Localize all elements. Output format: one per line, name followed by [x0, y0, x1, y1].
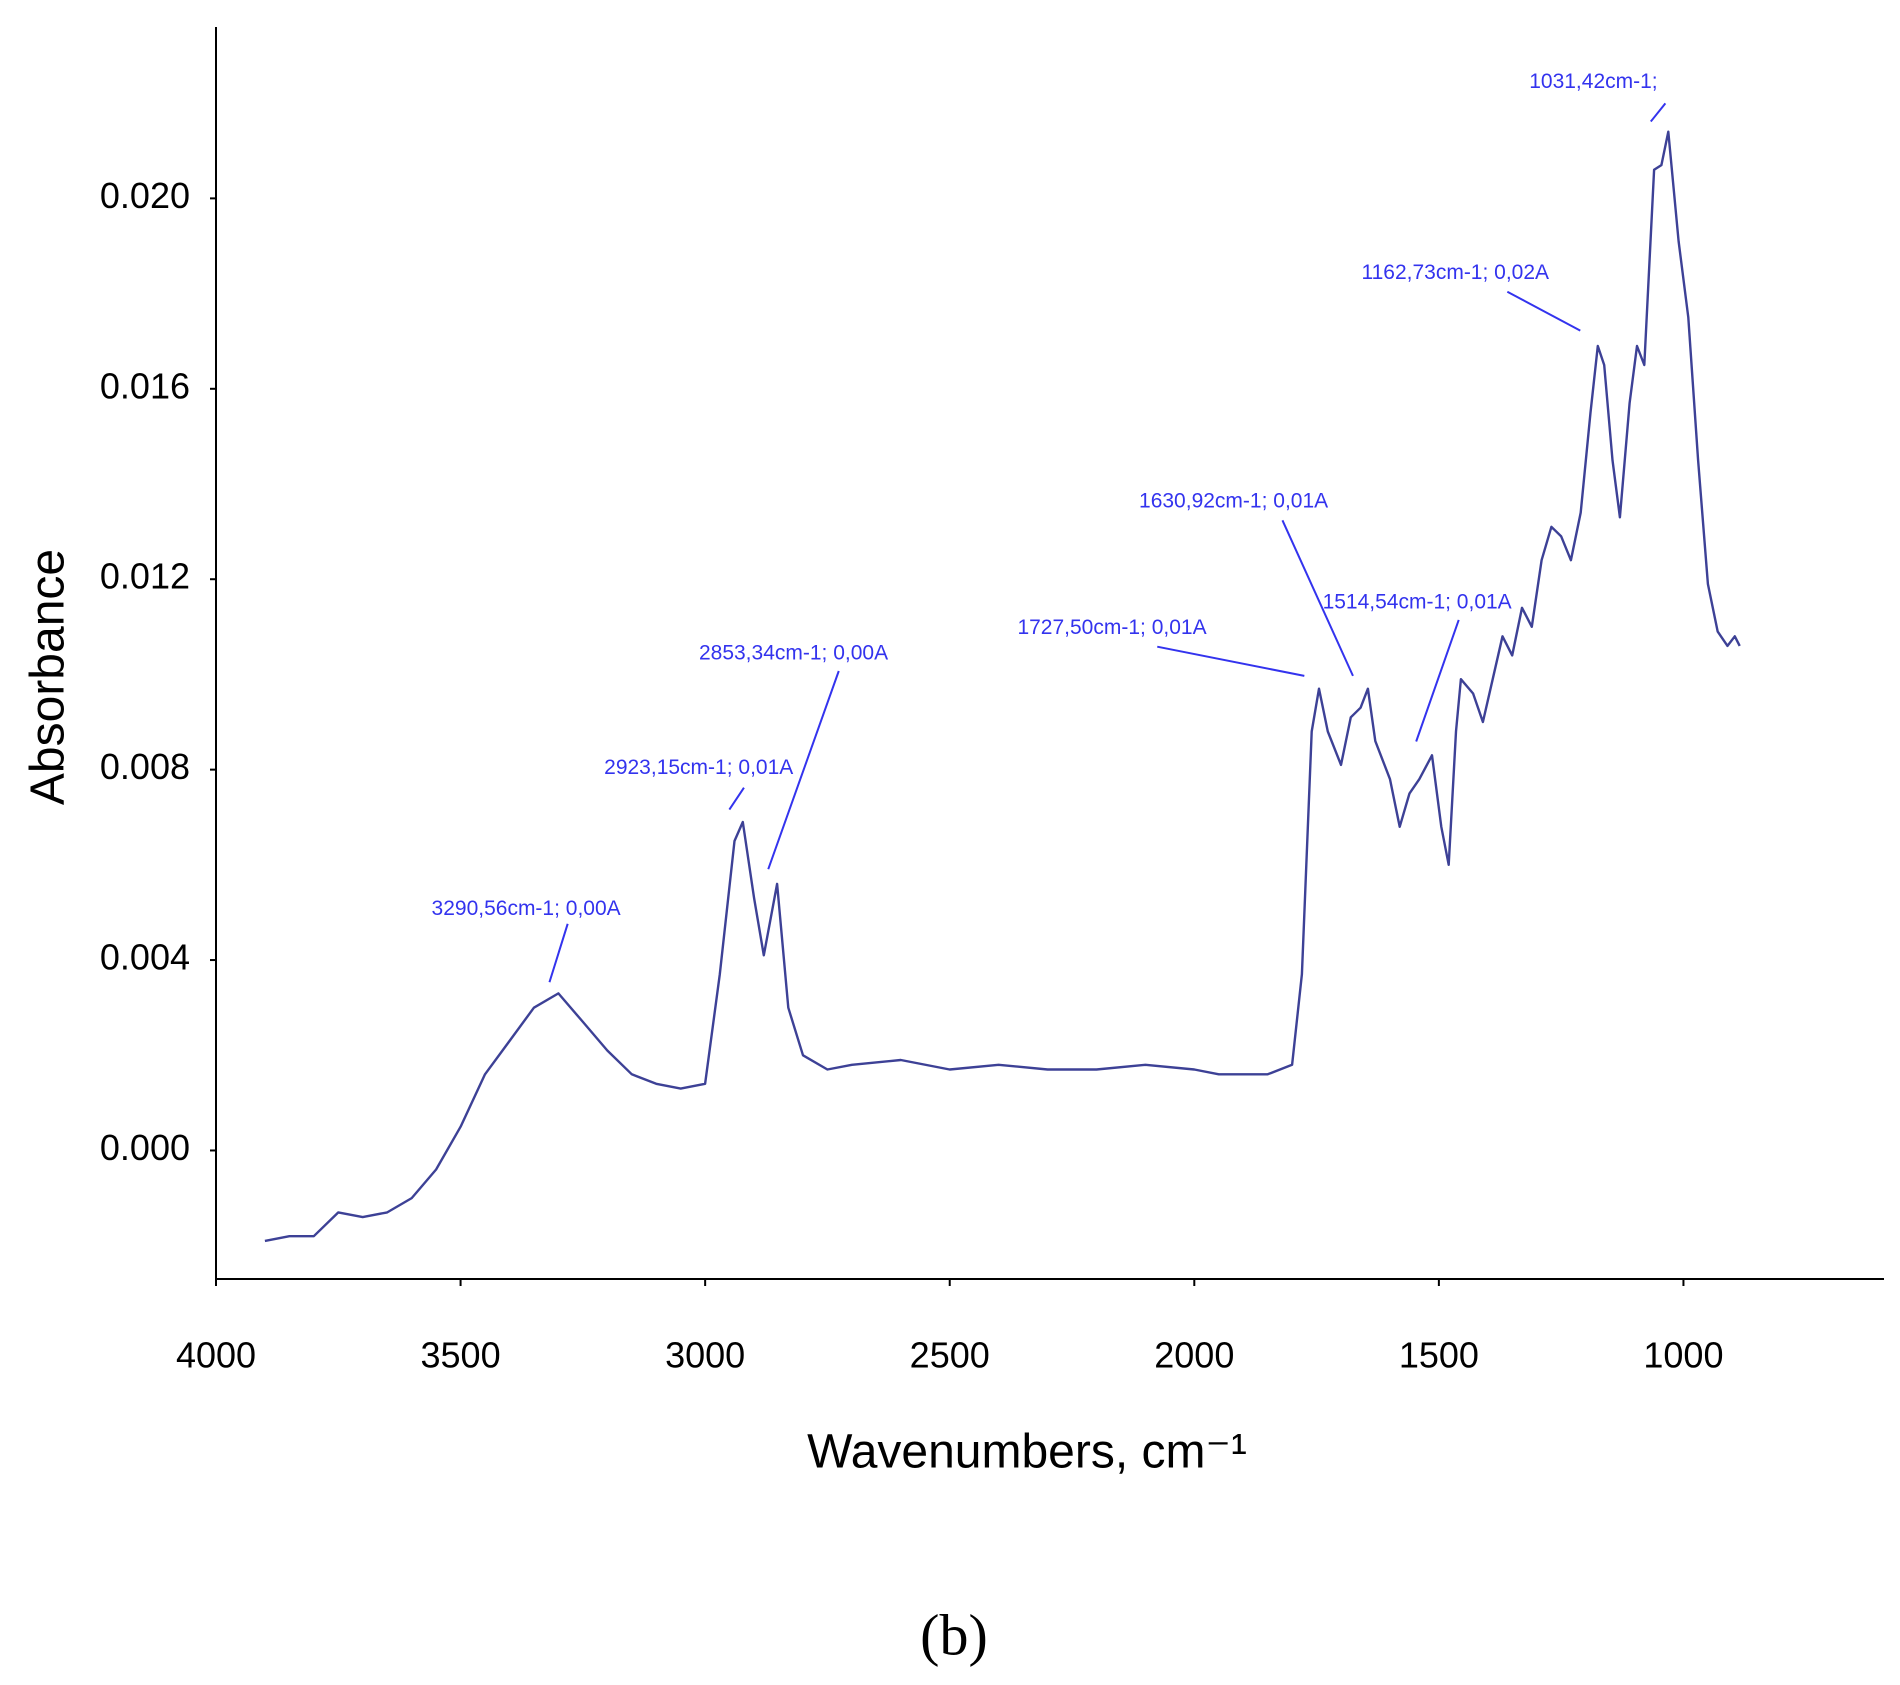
annotation: 1727,50cm-1; 0,01A — [1017, 616, 1206, 639]
y-tick-label: 0.016 — [100, 365, 190, 406]
y-tick-label: 0.020 — [100, 175, 190, 216]
x-tick-label: 2500 — [910, 1335, 990, 1376]
annotation-leader — [1415, 619, 1460, 742]
annotation-leader — [1506, 290, 1581, 332]
y-tick-label: 0.008 — [100, 746, 190, 787]
annotation-leader — [1157, 645, 1305, 677]
x-tick-label: 1500 — [1399, 1335, 1479, 1376]
x-axis-title: Wavenumbers, cm⁻¹ — [807, 1426, 1247, 1479]
annotation: 1162,73cm-1; 0,02A — [1361, 261, 1549, 284]
caption: (b) — [920, 1602, 988, 1667]
annotation-leader — [728, 787, 745, 811]
y-tick-label: 0.000 — [100, 1127, 190, 1168]
annotation: 2853,34cm-1; 0,00A — [699, 642, 888, 665]
annotation: 1514,54cm-1; 0,01A — [1323, 590, 1512, 613]
x-tick-label: 2000 — [1154, 1335, 1234, 1376]
x-tick-label: 3500 — [421, 1335, 501, 1376]
annotation-leader — [767, 670, 840, 870]
x-tick-label: 3000 — [665, 1335, 745, 1376]
annotation: 1630,92cm-1; 0,01A — [1139, 490, 1328, 513]
spectrum-line — [264, 130, 1741, 1243]
y-axis-title: Absorbance — [22, 549, 75, 805]
annotation: 2923,15cm-1; 0,01A — [604, 756, 793, 779]
x-tick-label: 4000 — [176, 1335, 256, 1376]
x-tick-label: 1000 — [1643, 1335, 1723, 1376]
annotation: 3290,56cm-1; 0,00A — [432, 897, 621, 920]
y-tick-label: 0.012 — [100, 556, 190, 597]
annotation-leader — [548, 923, 569, 983]
annotation-leader — [1650, 102, 1667, 123]
annotation: 1031,42cm-1; — [1529, 70, 1657, 93]
annotation-leader — [1281, 519, 1354, 677]
y-tick-label: 0.004 — [100, 937, 190, 978]
